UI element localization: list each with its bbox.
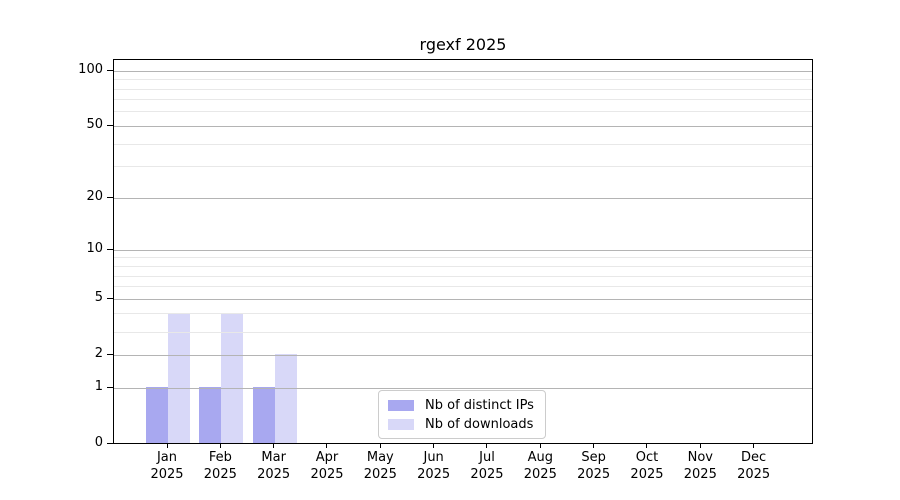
bar-downloads	[274, 354, 297, 443]
x-tick-mark	[699, 443, 701, 448]
legend-label: Nb of distinct IPs	[425, 397, 534, 413]
bar-distinct-ips	[146, 387, 168, 443]
x-tick-label: Jun 2025	[417, 450, 451, 482]
legend-item: Nb of downloads	[388, 416, 534, 432]
bar-distinct-ips	[252, 387, 275, 443]
x-tick-mark	[539, 443, 541, 448]
x-tick-mark	[753, 443, 755, 448]
x-tick-label: Mar 2025	[257, 450, 291, 482]
y-tick-mark	[107, 196, 113, 198]
legend-swatch-downloads	[388, 418, 414, 430]
x-tick-mark	[379, 443, 381, 448]
x-tick-label: Aug 2025	[523, 450, 557, 482]
y-tick-mark	[107, 124, 113, 126]
legend-swatch-distinct-ips	[388, 399, 414, 411]
x-tick-mark	[326, 443, 328, 448]
x-tick-label: Dec 2025	[737, 450, 771, 482]
x-tick-mark	[593, 443, 595, 448]
x-tick-label: Feb 2025	[203, 450, 237, 482]
x-tick-label: Jul 2025	[470, 450, 504, 482]
y-tick-mark	[107, 297, 113, 299]
chart-title: rgexf 2025	[419, 35, 507, 54]
bar-downloads	[168, 313, 190, 443]
bar-downloads	[221, 313, 244, 443]
x-tick-label: Nov 2025	[683, 450, 717, 482]
x-tick-label: Sep 2025	[577, 450, 611, 482]
legend: Nb of distinct IPs Nb of downloads	[378, 390, 546, 439]
x-tick-mark	[219, 443, 221, 448]
y-tick-mark	[107, 69, 113, 71]
x-tick-label: Jan 2025	[150, 450, 184, 482]
x-tick-label: May 2025	[363, 450, 397, 482]
y-tick-label: 100	[78, 62, 103, 78]
y-tick-label: 0	[94, 435, 103, 450]
y-tick-label: 50	[86, 117, 103, 133]
x-tick-mark	[273, 443, 275, 448]
x-tick-mark	[166, 443, 168, 448]
y-tick-mark	[107, 248, 113, 250]
x-tick-mark	[646, 443, 648, 448]
y-tick-mark	[107, 386, 113, 388]
y-tick-mark	[107, 353, 113, 355]
legend-label: Nb of downloads	[425, 416, 534, 432]
legend-item: Nb of distinct IPs	[388, 397, 534, 413]
y-tick-label: 10	[86, 241, 103, 257]
y-tick-label: 1	[94, 379, 103, 394]
x-tick-mark	[433, 443, 435, 448]
y-tick-label: 2	[94, 346, 103, 362]
bars-layer	[114, 60, 812, 443]
x-tick-label: Apr 2025	[310, 450, 344, 482]
y-tick-label: 5	[94, 290, 103, 306]
x-tick-mark	[486, 443, 488, 448]
y-tick-mark	[107, 442, 113, 444]
x-tick-label: Oct 2025	[630, 450, 664, 482]
plot-area	[113, 59, 813, 444]
y-tick-label: 20	[86, 189, 103, 205]
bar-distinct-ips	[199, 387, 222, 443]
